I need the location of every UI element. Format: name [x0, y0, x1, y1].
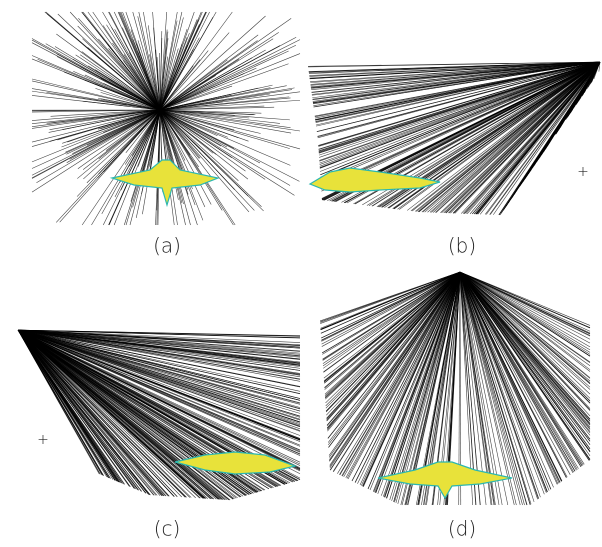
aircraft-b: [310, 168, 440, 192]
ray: [460, 272, 590, 350]
origin-marker: +: [577, 164, 589, 180]
panel-label: (a): [153, 234, 181, 258]
figure: + + (a) (b) (c) (d): [0, 0, 602, 547]
ray: [160, 12, 210, 110]
panel-label: (c): [154, 517, 181, 541]
panel-label: (d): [448, 517, 476, 541]
ray-layer: [18, 12, 600, 505]
ray: [460, 272, 590, 389]
ray: [160, 64, 289, 110]
ray: [160, 110, 254, 210]
ray: [329, 272, 460, 457]
ray: [160, 21, 177, 110]
panel-label: (b): [448, 234, 476, 258]
ray: [18, 330, 233, 499]
origin-marker: +: [37, 432, 49, 448]
